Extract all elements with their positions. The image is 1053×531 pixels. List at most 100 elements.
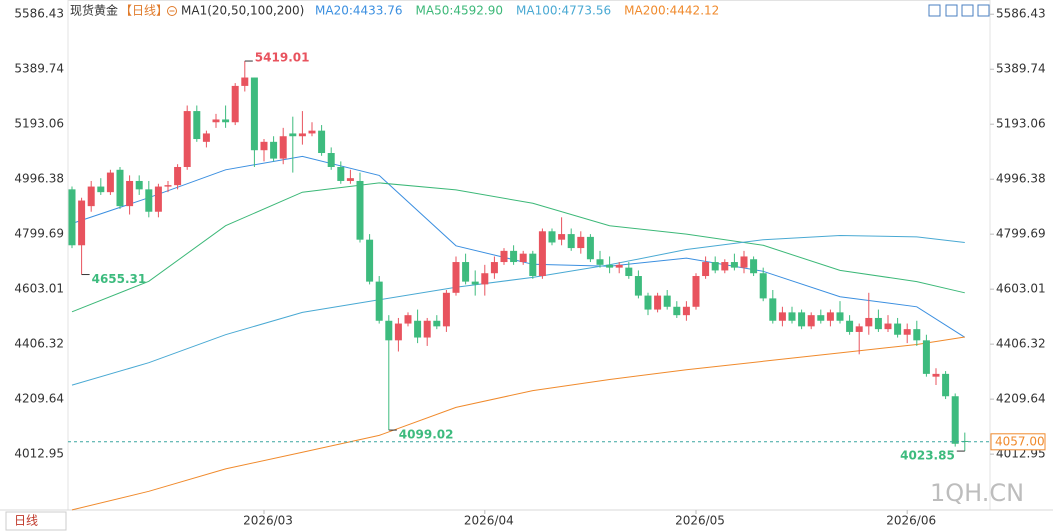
ma-line — [71, 336, 965, 511]
candle-body — [97, 186, 105, 193]
candle-body — [740, 256, 748, 268]
candle-body — [807, 315, 815, 327]
candle-body — [366, 239, 374, 282]
candle-body — [481, 273, 489, 285]
candle-body — [78, 200, 86, 246]
candle-body — [346, 178, 354, 181]
candle-body — [692, 276, 700, 307]
candle-body — [116, 169, 124, 207]
tool-icon[interactable] — [977, 4, 990, 17]
candle-body — [730, 262, 738, 268]
tool-icon[interactable] — [928, 4, 941, 17]
candle-body — [682, 306, 690, 316]
candle-body — [711, 262, 719, 271]
candle-body — [298, 133, 306, 137]
candle-body — [903, 329, 911, 335]
candle-body — [241, 77, 249, 86]
candle-body — [500, 250, 508, 263]
candle-body — [126, 180, 134, 207]
candle-body — [279, 136, 287, 159]
candle-body — [193, 111, 201, 140]
candle-body — [260, 141, 268, 151]
instrument-title: 现货黄金 — [70, 3, 118, 18]
tool-icon[interactable] — [945, 4, 958, 17]
candle-body — [644, 295, 652, 310]
candle-body — [673, 306, 681, 316]
candle-body — [433, 320, 441, 327]
tool-icon[interactable] — [961, 4, 974, 17]
legend: 现货黄金 【日线】 MA1(20,50,100,200) MA20:4433.7… — [70, 3, 719, 18]
period-button[interactable] — [5, 511, 67, 531]
candle-body — [615, 264, 623, 268]
candle-body — [798, 312, 806, 327]
candle-body — [490, 262, 498, 274]
candle-body — [202, 133, 210, 142]
x-tick-label: 2026/04 — [464, 514, 514, 528]
y-tick-label: 4603.01 — [14, 282, 64, 296]
candle-body — [212, 119, 220, 123]
candle-body — [231, 85, 239, 123]
candle-body — [135, 180, 143, 190]
candle-body — [462, 262, 470, 282]
y-tick-label: 4209.64 — [14, 392, 64, 406]
indicator-toggle[interactable] — [167, 6, 177, 16]
candle-body — [874, 317, 882, 330]
candle-body — [250, 77, 258, 151]
candle-body — [702, 262, 710, 277]
candle-body — [375, 281, 383, 321]
last-price-label: 4057.00 — [995, 434, 1045, 448]
candle-body — [538, 231, 546, 277]
legend-entry: MA100:4773.56 — [516, 4, 611, 18]
candle-body — [404, 315, 412, 324]
candle-body — [452, 262, 460, 293]
candle-body — [337, 166, 345, 181]
candle-body — [913, 329, 921, 341]
candle-body — [932, 373, 940, 377]
last-price-box — [990, 433, 1046, 451]
candle-body — [894, 323, 902, 335]
y2-tick-label: 4996.38 — [996, 172, 1046, 186]
candle-body — [164, 185, 172, 187]
candle-body — [759, 273, 767, 299]
extreme-label: 5419.01 — [255, 51, 310, 65]
y-tick-label: 4406.32 — [14, 337, 64, 351]
candle-body — [788, 312, 796, 321]
period-label: 【日线】 — [120, 4, 168, 18]
candle-body — [951, 396, 959, 444]
candle-body — [826, 312, 834, 321]
candle-body — [68, 189, 76, 246]
candle-body — [884, 323, 892, 330]
candle-body — [721, 262, 729, 271]
candle-body — [519, 253, 527, 263]
toolbar — [928, 4, 990, 17]
candle-body — [471, 281, 479, 285]
extreme-label: 4655.31 — [92, 272, 147, 286]
candle-body — [855, 326, 863, 332]
watermark: 1QH.CN — [930, 479, 1024, 507]
candle-body — [922, 340, 930, 374]
candle-body — [222, 119, 230, 123]
candle-body — [558, 234, 566, 240]
candle-body — [327, 153, 335, 167]
candle-body — [778, 312, 786, 321]
candle-body — [356, 180, 364, 240]
y-tick-label: 4996.38 — [14, 172, 64, 186]
y-tick-label: 5389.74 — [14, 62, 64, 76]
period-button-label[interactable]: 日线 — [14, 514, 38, 528]
candle-body — [548, 231, 556, 243]
legend-entry: MA200:4442.12 — [624, 4, 719, 18]
candle-body — [442, 292, 450, 327]
y-tick-label: 5586.43 — [14, 7, 64, 21]
candle-body — [174, 166, 182, 186]
candle-body — [663, 295, 671, 307]
candle-body — [606, 264, 614, 268]
legend-entry: MA50:4592.90 — [416, 4, 504, 18]
candle-body — [529, 253, 537, 277]
candle-body — [318, 130, 326, 154]
candle-body — [270, 141, 278, 159]
candle-body — [145, 189, 153, 212]
y-tick-label: 4012.95 — [14, 447, 64, 461]
y2-tick-label: 5586.43 — [996, 7, 1046, 21]
